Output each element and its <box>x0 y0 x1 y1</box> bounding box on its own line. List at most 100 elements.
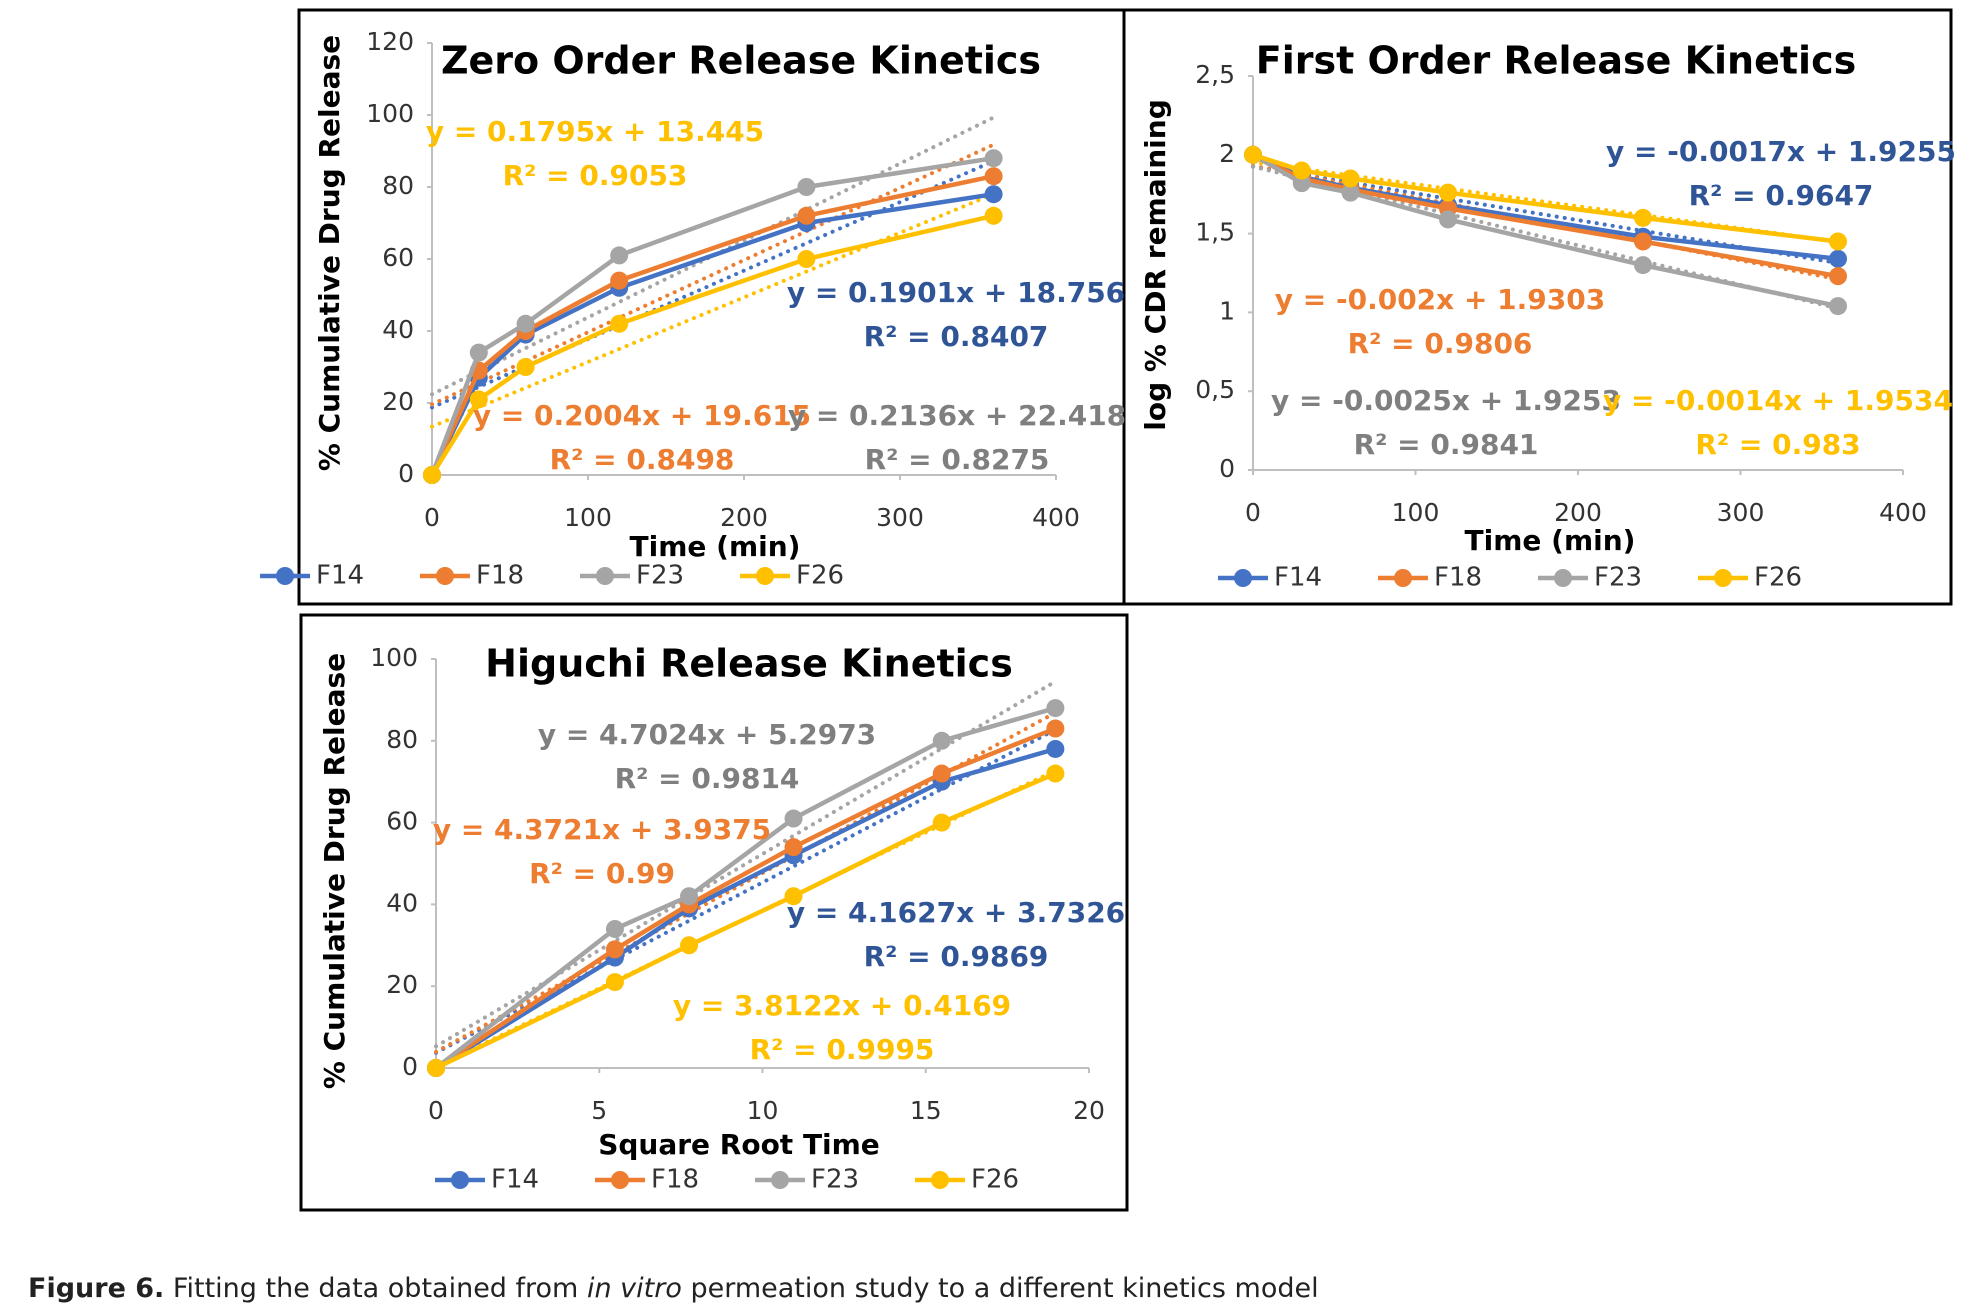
data-point <box>1046 719 1065 738</box>
data-point <box>680 936 699 955</box>
legend-marker <box>1554 569 1572 587</box>
legend-marker <box>1234 569 1252 587</box>
legend-label: F18 <box>1434 563 1482 593</box>
y-tick-label: 0 <box>402 1052 418 1081</box>
x-tick-label: 200 <box>720 503 768 532</box>
legend-label: F23 <box>636 561 684 591</box>
series-line <box>429 191 994 476</box>
data-point <box>1341 183 1360 202</box>
y-tick-label: 1,5 <box>1195 218 1235 247</box>
x-axis-label: Time (min) <box>630 530 801 563</box>
data-point <box>784 887 803 906</box>
series-line <box>429 173 995 476</box>
trend-equation: y = -0.0014x + 1.9534 <box>1603 384 1953 417</box>
data-point <box>1046 764 1065 783</box>
x-tick-label: 0 <box>424 503 440 532</box>
y-tick-label: 20 <box>382 387 414 416</box>
legend-label: F26 <box>971 1165 1019 1195</box>
chart-title: Higuchi Release Kinetics <box>485 642 1013 686</box>
x-tick-label: 5 <box>591 1096 607 1125</box>
data-point <box>610 271 629 290</box>
trend-equation: y = 3.8122x + 0.4169 <box>673 989 1011 1022</box>
trendline <box>430 191 996 429</box>
x-axis-label: Time (min) <box>1465 524 1636 557</box>
data-point <box>1046 699 1065 718</box>
y-axis-label: log % CDR remaining <box>1139 99 1172 431</box>
caption-label: Figure 6. <box>28 1273 164 1304</box>
legend-label: F14 <box>316 561 364 591</box>
x-tick-label: 300 <box>1717 498 1765 527</box>
data-point <box>984 185 1003 204</box>
y-tick-label: 20 <box>386 970 418 999</box>
trend-r2: R² = 0.8498 <box>550 443 735 476</box>
data-point <box>610 314 629 333</box>
data-point <box>1829 267 1847 286</box>
data-point <box>605 940 624 959</box>
trend-equation: y = 4.1627x + 3.7326 <box>787 896 1125 929</box>
legend-label: F14 <box>491 1165 539 1195</box>
y-tick-label: 2 <box>1219 139 1235 168</box>
x-tick-label: 100 <box>1392 498 1440 527</box>
x-tick-label: 0 <box>428 1096 444 1125</box>
legend-marker <box>276 567 294 585</box>
legend-marker <box>596 567 614 585</box>
data-point <box>1829 249 1847 268</box>
legend-marker <box>1714 569 1732 587</box>
data-point <box>797 178 816 196</box>
data-point <box>423 466 441 484</box>
trend-r2: R² = 0.8407 <box>864 320 1049 353</box>
data-point <box>984 149 1003 168</box>
trend-r2: R² = 0.9814 <box>615 762 800 795</box>
legend-marker <box>931 1171 949 1189</box>
data-point <box>1829 297 1847 316</box>
x-tick-label: 10 <box>747 1096 779 1125</box>
trend-equation: y = 0.2004x + 19.615 <box>473 399 811 432</box>
x-tick-label: 300 <box>876 503 924 532</box>
y-tick-label: 40 <box>382 315 414 344</box>
caption-text: permeation study to a different kinetics… <box>690 1273 1318 1304</box>
data-point <box>1439 210 1457 229</box>
trend-equation: y = 0.2136x + 22.418 <box>788 399 1126 432</box>
series-line <box>429 155 994 476</box>
trend-equation: y = -0.0025x + 1.9253 <box>1271 384 1621 417</box>
data-point <box>784 809 803 828</box>
trend-r2: R² = 0.9869 <box>864 940 1049 973</box>
data-point <box>984 206 1003 225</box>
chart-title: First Order Release Kinetics <box>1256 39 1856 83</box>
trend-r2: R² = 0.8275 <box>865 443 1050 476</box>
trend-equation: y = 0.1901x + 18.756 <box>787 276 1125 309</box>
series-line <box>1251 152 1839 309</box>
data-point <box>427 1059 445 1077</box>
data-point <box>932 813 951 832</box>
data-point <box>932 731 951 750</box>
trend-equation: y = 4.7024x + 5.2973 <box>538 718 876 751</box>
trend-r2: R² = 0.983 <box>1695 428 1860 461</box>
y-tick-label: 100 <box>370 643 418 672</box>
legend-marker <box>1394 569 1412 587</box>
trendline <box>430 142 996 407</box>
trendline <box>430 159 996 410</box>
data-point <box>469 343 488 362</box>
data-point <box>1341 169 1360 188</box>
y-tick-label: 80 <box>382 171 414 200</box>
trendline <box>430 115 996 397</box>
data-point <box>932 764 951 783</box>
x-tick-label: 20 <box>1073 1096 1105 1125</box>
data-point <box>1439 183 1457 202</box>
legend-label: F26 <box>796 561 844 591</box>
y-axis-label: % Cumulative Drug Release <box>313 35 346 471</box>
legend-marker <box>756 567 774 585</box>
y-tick-label: 40 <box>386 888 418 917</box>
trend-r2: R² = 0.9995 <box>750 1033 935 1066</box>
trend-equation: y = 0.1795x + 13.445 <box>426 115 764 148</box>
data-point <box>469 390 488 409</box>
x-tick-label: 100 <box>564 503 612 532</box>
trend-r2: R² = 0.99 <box>529 857 675 890</box>
x-tick-label: 0 <box>1245 498 1261 527</box>
data-point <box>1292 161 1311 180</box>
series-line <box>434 746 1056 1070</box>
caption-italic: in vitro <box>587 1273 682 1304</box>
y-tick-label: 2,5 <box>1195 60 1235 89</box>
legend-marker <box>451 1171 469 1189</box>
y-tick-label: 60 <box>382 243 414 272</box>
